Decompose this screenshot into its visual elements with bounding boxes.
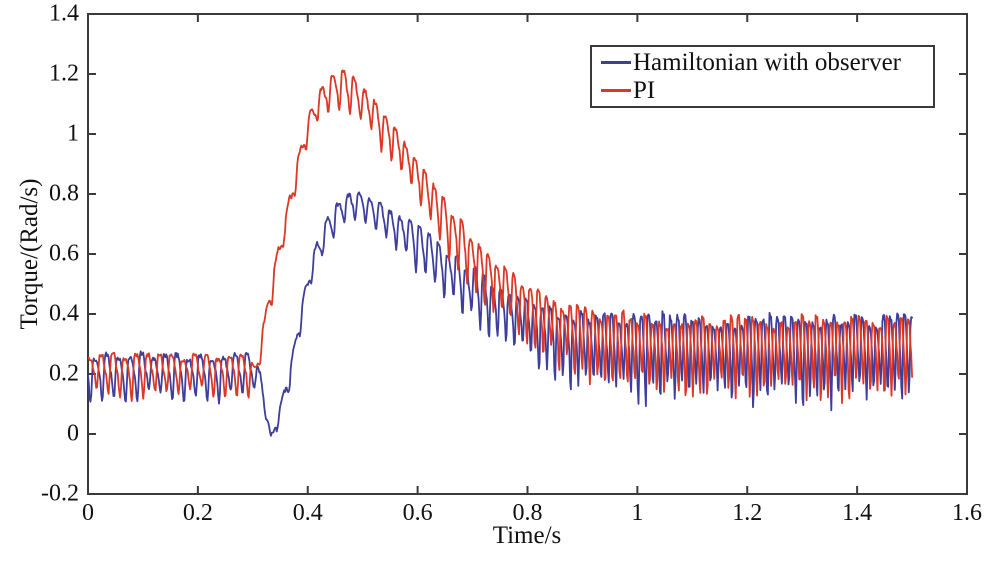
x-tick-label: 0.2	[182, 500, 213, 526]
x-tick-label: 1	[631, 500, 644, 526]
y-tick-label: 0.8	[49, 180, 79, 207]
legend-entry-pi: PI	[601, 77, 933, 104]
y-tick-label: -0.2	[41, 480, 79, 507]
y-tick-label: 0	[67, 420, 79, 447]
legend-line-swatch-blue	[601, 61, 631, 64]
series-line-pi	[88, 69, 913, 405]
x-tick-label: 0.6	[402, 500, 433, 526]
series-line-hamiltonian	[88, 191, 913, 437]
legend-label: Hamiltonian with observer	[633, 49, 901, 76]
legend-line-swatch-red	[601, 89, 631, 92]
x-tick-label: 1.2	[732, 500, 763, 526]
y-tick-label: 0.4	[49, 300, 79, 327]
legend-label: PI	[633, 77, 656, 104]
legend: Hamiltonian with observer PI	[590, 45, 935, 108]
y-tick-label: 1.2	[49, 60, 79, 87]
y-tick-label: 0.6	[49, 240, 79, 267]
x-axis-label: Time/s	[492, 522, 562, 549]
x-tick-label: 0.4	[292, 500, 323, 526]
x-tick-label: 0	[82, 500, 94, 526]
y-tick-label: 1	[67, 120, 79, 147]
x-tick-label: 1.6	[952, 500, 982, 526]
x-tick-label: 1.4	[842, 500, 873, 526]
y-axis-label: Torque/(Rad/s)	[16, 178, 43, 330]
x-tick-label: 0.8	[512, 500, 543, 526]
y-tick-label: 0.2	[49, 360, 79, 387]
y-tick-label: 1.4	[49, 0, 79, 27]
legend-entry-hamiltonian: Hamiltonian with observer	[601, 49, 933, 76]
